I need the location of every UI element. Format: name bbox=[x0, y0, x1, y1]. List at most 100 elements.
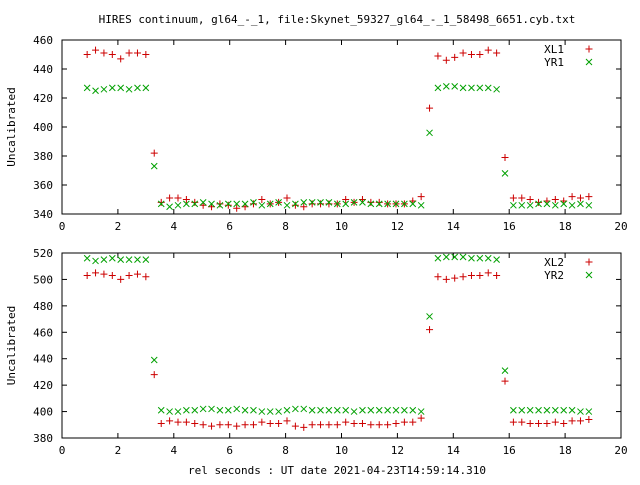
x-tick-label: 10 bbox=[335, 444, 348, 457]
data-point-yr1 bbox=[350, 199, 358, 206]
data-point-yr2 bbox=[535, 406, 542, 414]
y-tick-label: 420 bbox=[33, 379, 53, 392]
x-tick-label: 10 bbox=[335, 220, 348, 233]
data-point-xl2 bbox=[375, 421, 383, 429]
data-point-xl1 bbox=[317, 200, 325, 208]
data-point-yr1 bbox=[174, 201, 182, 209]
data-point-xl2 bbox=[142, 273, 150, 281]
data-point-yr2 bbox=[434, 254, 442, 262]
x-tick-label: 12 bbox=[391, 220, 404, 233]
data-point-yr2 bbox=[325, 406, 333, 414]
x-tick-label: 6 bbox=[226, 444, 233, 457]
data-point-yr1 bbox=[484, 84, 492, 92]
data-point-yr2 bbox=[543, 406, 551, 414]
data-point-yr2 bbox=[83, 254, 91, 262]
data-point-xl1 bbox=[367, 198, 375, 206]
data-point-yr2 bbox=[199, 405, 207, 413]
y-tick-label: 380 bbox=[33, 432, 53, 445]
data-point-xl2 bbox=[191, 419, 199, 427]
data-point-xl2 bbox=[392, 419, 400, 427]
data-point-xl2 bbox=[467, 271, 475, 279]
data-point-yr2 bbox=[250, 406, 257, 414]
data-point-xl2 bbox=[258, 418, 266, 426]
data-point-yr2 bbox=[300, 405, 308, 413]
data-point-xl2 bbox=[535, 419, 543, 427]
x-tick-label: 0 bbox=[59, 444, 66, 457]
data-point-xl2 bbox=[442, 275, 450, 283]
data-point-xl2 bbox=[216, 421, 224, 429]
data-point-xl2 bbox=[125, 271, 133, 279]
data-point-xl1 bbox=[501, 153, 509, 161]
data-point-yr1 bbox=[459, 84, 467, 92]
data-point-yr1 bbox=[367, 200, 375, 208]
plot-frame bbox=[61, 39, 622, 215]
data-point-xl1 bbox=[92, 46, 100, 54]
data-point-xl1 bbox=[417, 193, 425, 201]
data-point-yr1 bbox=[216, 201, 224, 209]
data-point-xl1 bbox=[518, 194, 526, 202]
data-point-xl2 bbox=[117, 275, 125, 283]
data-point-yr1 bbox=[233, 200, 241, 208]
x-tick-label: 4 bbox=[170, 444, 177, 457]
data-point-xl2 bbox=[417, 414, 425, 422]
data-point-yr1 bbox=[468, 84, 475, 92]
data-point-yr2 bbox=[283, 406, 291, 414]
data-point-yr2 bbox=[384, 406, 391, 414]
data-point-yr1 bbox=[300, 199, 308, 206]
data-point-xl1 bbox=[308, 200, 316, 208]
data-point-xl2 bbox=[233, 422, 241, 430]
data-point-xl2 bbox=[308, 421, 316, 429]
x-tick-label: 2 bbox=[115, 444, 122, 457]
data-point-xl1 bbox=[509, 194, 517, 202]
data-point-xl2 bbox=[300, 423, 308, 431]
y-tick-label: 440 bbox=[33, 353, 53, 366]
y-tick-label: 400 bbox=[33, 406, 53, 419]
data-point-yr2 bbox=[350, 408, 358, 415]
data-point-xl2 bbox=[291, 422, 299, 430]
data-point-xl1 bbox=[133, 49, 141, 57]
data-point-xl2 bbox=[83, 271, 91, 279]
data-point-xl1 bbox=[459, 49, 467, 57]
data-point-yr1 bbox=[258, 201, 266, 209]
series-yr1 bbox=[83, 83, 593, 211]
data-point-xl2 bbox=[283, 417, 291, 425]
data-point-yr2 bbox=[92, 257, 99, 265]
data-point-yr1 bbox=[266, 200, 274, 208]
y-tick-label: 460 bbox=[33, 34, 53, 47]
data-point-yr1 bbox=[117, 84, 125, 92]
data-point-xl1 bbox=[191, 198, 199, 206]
x-tick-label: 20 bbox=[614, 444, 627, 457]
data-point-xl2 bbox=[224, 421, 232, 429]
data-point-xl1 bbox=[216, 200, 224, 208]
data-point-xl1 bbox=[526, 196, 534, 203]
x-axis-label: rel seconds : UT date 2021-04-23T14:59:1… bbox=[188, 464, 486, 477]
data-point-yr2 bbox=[442, 253, 450, 261]
data-point-xl2 bbox=[108, 271, 116, 279]
series-xl1 bbox=[83, 46, 593, 212]
data-point-yr2 bbox=[166, 408, 173, 415]
data-point-yr1 bbox=[585, 201, 593, 209]
plot-frame bbox=[61, 252, 622, 439]
x-tick-label: 8 bbox=[282, 220, 289, 233]
data-point-xl1 bbox=[258, 196, 266, 203]
data-point-yr1 bbox=[409, 200, 417, 208]
data-point-xl1 bbox=[325, 200, 333, 208]
data-point-xl1 bbox=[117, 55, 125, 63]
data-point-yr1 bbox=[125, 85, 133, 93]
data-point-yr2 bbox=[333, 406, 341, 414]
data-point-yr2 bbox=[551, 406, 559, 414]
data-point-yr1 bbox=[501, 170, 509, 177]
x-tick-label: 16 bbox=[503, 444, 516, 457]
data-point-yr2 bbox=[577, 408, 584, 415]
data-point-xl1 bbox=[174, 194, 182, 202]
data-point-yr2 bbox=[585, 408, 593, 415]
y-axis-label: Uncalibrated bbox=[5, 306, 18, 385]
data-point-yr1 bbox=[134, 84, 141, 92]
y-tick-label: 380 bbox=[33, 150, 53, 163]
y-tick-label: 460 bbox=[33, 326, 53, 339]
data-point-yr1 bbox=[333, 200, 341, 208]
data-point-yr1 bbox=[434, 84, 442, 92]
data-point-yr2 bbox=[518, 406, 526, 414]
data-point-xl2 bbox=[133, 270, 141, 278]
